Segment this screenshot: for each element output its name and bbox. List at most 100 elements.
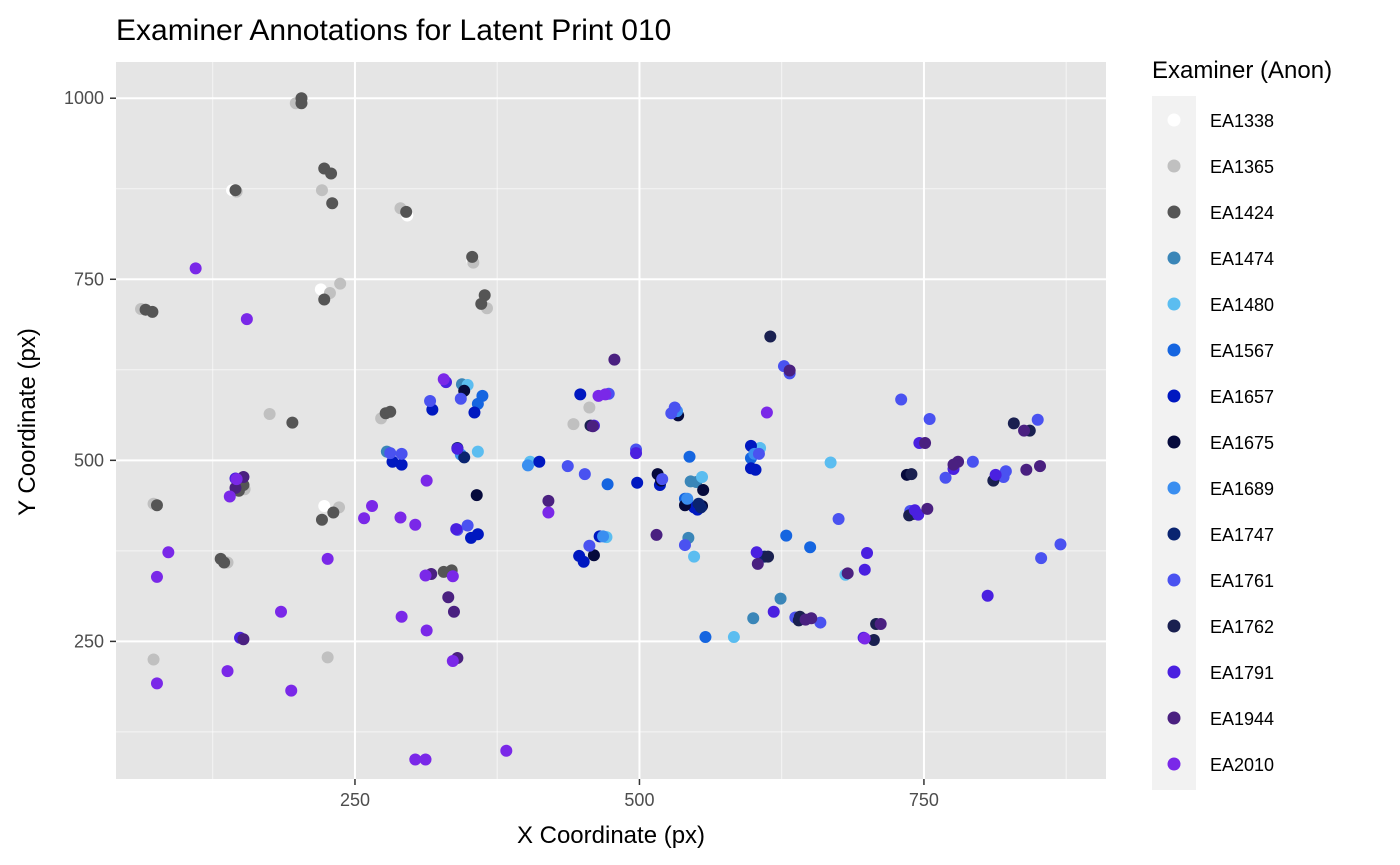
data-point-ea1944 bbox=[783, 364, 796, 377]
data-point-ea1365 bbox=[334, 277, 347, 290]
data-point-ea1944 bbox=[1034, 460, 1046, 473]
data-point-ea1474 bbox=[774, 592, 787, 605]
data-point-ea2010 bbox=[409, 753, 422, 766]
data-point-ea2010 bbox=[394, 511, 407, 524]
data-point-ea1944 bbox=[874, 618, 887, 631]
x-tick-label: 500 bbox=[624, 790, 654, 810]
data-point-ea1761 bbox=[454, 392, 467, 405]
data-point-ea1365 bbox=[567, 418, 580, 431]
data-point-ea1761 bbox=[424, 394, 437, 407]
x-tick-label: 250 bbox=[340, 790, 370, 810]
data-point-ea1944 bbox=[947, 458, 960, 471]
y-axis-title: Y Coordinate (px) bbox=[14, 328, 41, 516]
data-point-ea1657 bbox=[395, 458, 408, 471]
data-point-ea1424 bbox=[295, 97, 308, 110]
data-point-ea1567 bbox=[780, 529, 793, 542]
data-point-ea2010 bbox=[446, 570, 459, 583]
data-point-ea1657 bbox=[533, 455, 546, 468]
legend-key-ea1338 bbox=[1167, 113, 1181, 127]
legend-label-ea1338: EA1338 bbox=[1210, 111, 1274, 131]
legend-label-ea1365: EA1365 bbox=[1210, 157, 1274, 177]
data-point-ea1761 bbox=[832, 512, 845, 525]
data-point-ea1424 bbox=[146, 305, 159, 318]
data-point-ea1944 bbox=[921, 502, 934, 515]
legend-label-ea1424: EA1424 bbox=[1210, 203, 1274, 223]
legend-label-ea1761: EA1761 bbox=[1210, 571, 1274, 591]
data-point-ea2010 bbox=[437, 373, 450, 386]
data-point-ea1762 bbox=[905, 468, 918, 481]
data-point-ea1675 bbox=[587, 549, 600, 562]
x-tick-label: 750 bbox=[909, 790, 939, 810]
data-point-ea1424 bbox=[229, 184, 242, 197]
data-point-ea1365 bbox=[147, 653, 160, 666]
data-point-ea1338 bbox=[318, 499, 331, 512]
data-point-ea1424 bbox=[318, 293, 331, 306]
data-point-ea1761 bbox=[923, 413, 936, 426]
data-point-ea1944 bbox=[542, 494, 555, 507]
data-point-ea1480 bbox=[824, 456, 837, 469]
legend-key-ea1365 bbox=[1167, 159, 1181, 173]
legend-key-ea1480 bbox=[1167, 297, 1181, 311]
data-point-ea2010 bbox=[230, 473, 243, 486]
data-point-ea1761 bbox=[656, 473, 669, 486]
chart-title: Examiner Annotations for Latent Print 01… bbox=[116, 14, 671, 47]
data-point-ea2010 bbox=[223, 490, 236, 503]
data-point-ea1567 bbox=[683, 450, 696, 463]
data-point-ea1761 bbox=[1031, 413, 1044, 426]
legend-label-ea2010: EA2010 bbox=[1210, 755, 1274, 775]
data-point-ea1944 bbox=[1018, 424, 1031, 437]
data-point-ea1747 bbox=[458, 451, 471, 464]
data-point-ea2010 bbox=[285, 684, 298, 697]
data-point-ea2010 bbox=[409, 518, 422, 531]
data-point-ea1944 bbox=[608, 353, 621, 366]
data-point-ea2010 bbox=[189, 262, 202, 275]
data-point-ea2010 bbox=[275, 605, 287, 618]
data-point-ea2010 bbox=[419, 753, 432, 766]
data-point-ea1761 bbox=[752, 447, 765, 460]
data-point-ea2010 bbox=[542, 506, 555, 519]
data-point-ea2010 bbox=[500, 744, 513, 757]
data-point-ea1791 bbox=[981, 589, 994, 602]
data-point-ea1791 bbox=[858, 563, 871, 576]
data-point-ea1761 bbox=[895, 393, 908, 406]
legend-label-ea1762: EA1762 bbox=[1210, 617, 1274, 637]
data-point-ea1689 bbox=[597, 530, 610, 543]
data-point-ea1657 bbox=[468, 406, 481, 419]
data-point-ea2010 bbox=[150, 677, 163, 690]
data-point-ea1944 bbox=[1020, 463, 1033, 476]
legend-title: Examiner (Anon) bbox=[1152, 57, 1332, 84]
data-point-ea1567 bbox=[699, 631, 712, 644]
data-point-ea2010 bbox=[419, 569, 432, 582]
data-point-ea1944 bbox=[447, 605, 460, 618]
data-point-ea2010 bbox=[162, 546, 175, 559]
data-point-ea2010 bbox=[420, 624, 433, 637]
data-point-ea1424 bbox=[466, 250, 479, 263]
data-point-ea1675 bbox=[470, 489, 483, 502]
data-point-ea1365 bbox=[321, 651, 334, 664]
legend-key-ea1762 bbox=[1167, 619, 1181, 633]
data-point-ea1944 bbox=[805, 612, 818, 625]
data-point-ea1365 bbox=[583, 401, 596, 414]
data-point-ea2010 bbox=[858, 632, 871, 645]
data-point-ea1424 bbox=[325, 167, 338, 180]
data-point-ea1791 bbox=[750, 546, 763, 559]
data-point-ea1761 bbox=[583, 539, 596, 552]
data-point-ea2010 bbox=[240, 313, 253, 326]
data-point-ea1480 bbox=[727, 631, 740, 644]
y-tick-label: 750 bbox=[74, 269, 104, 289]
data-point-ea1944 bbox=[650, 528, 663, 541]
data-points bbox=[135, 92, 1067, 766]
data-point-ea1761 bbox=[939, 471, 952, 484]
plot-panel bbox=[116, 62, 1106, 779]
data-point-ea1761 bbox=[999, 465, 1012, 478]
data-point-ea1657 bbox=[744, 462, 757, 475]
legend-label-ea1689: EA1689 bbox=[1210, 479, 1274, 499]
legend-label-ea1480: EA1480 bbox=[1210, 295, 1274, 315]
data-point-ea1365 bbox=[315, 184, 328, 197]
data-point-ea1762 bbox=[762, 550, 775, 563]
data-point-ea2010 bbox=[760, 406, 773, 419]
data-point-ea1761 bbox=[1054, 538, 1067, 551]
data-point-ea1761 bbox=[561, 460, 574, 473]
legend-label-ea1657: EA1657 bbox=[1210, 387, 1274, 407]
data-point-ea1761 bbox=[384, 447, 397, 460]
